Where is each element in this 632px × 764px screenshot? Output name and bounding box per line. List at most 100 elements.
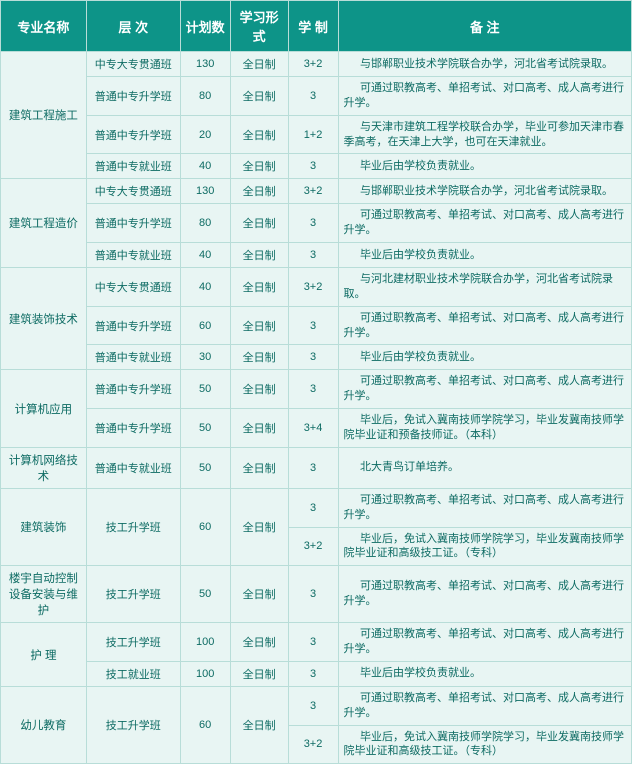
cell: 普通中专升学班 bbox=[86, 370, 180, 409]
table-row: 普通中专升学班50全日制3+4毕业后，免试入冀南技师学院学习，毕业发冀南技师学院… bbox=[1, 409, 632, 448]
cell: 中专大专贯通班 bbox=[86, 179, 180, 204]
cell: 毕业后由学校负责就业。 bbox=[338, 661, 632, 686]
cell: 可通过职教高考、单招考试、对口高考、成人高考进行升学。 bbox=[338, 566, 632, 623]
cell: 全日制 bbox=[230, 447, 288, 488]
cell: 3 bbox=[288, 447, 338, 488]
cell: 普通中专升学班 bbox=[86, 409, 180, 448]
cell: 3 bbox=[288, 686, 338, 725]
cell: 50 bbox=[180, 370, 230, 409]
table-row: 建筑工程造价中专大专贯通班130全日制3+2与邯郸职业技术学院联合办学，河北省考… bbox=[1, 179, 632, 204]
cell: 3+2 bbox=[288, 52, 338, 77]
cell: 中专大专贯通班 bbox=[86, 52, 180, 77]
table-row: 计算机网络技术普通中专就业班50全日制3北大青鸟订单培养。 bbox=[1, 447, 632, 488]
cell: 全日制 bbox=[230, 306, 288, 345]
cell: 3 bbox=[288, 154, 338, 179]
cell: 毕业后由学校负责就业。 bbox=[338, 154, 632, 179]
table-row: 幼儿教育技工升学班60全日制3可通过职教高考、单招考试、对口高考、成人高考进行升… bbox=[1, 686, 632, 725]
cell: 全日制 bbox=[230, 243, 288, 268]
cell: 建筑装饰技术 bbox=[1, 268, 87, 370]
cell: 全日制 bbox=[230, 661, 288, 686]
cell: 全日制 bbox=[230, 268, 288, 307]
table-row: 技工就业班100全日制3毕业后由学校负责就业。 bbox=[1, 661, 632, 686]
cell: 20 bbox=[180, 115, 230, 154]
cell: 全日制 bbox=[230, 52, 288, 77]
cell: 毕业后，免试入冀南技师学院学习，毕业发冀南技师学院毕业证和高级技工证。（专科） bbox=[338, 527, 632, 566]
cell: 幼儿教育 bbox=[1, 686, 87, 763]
cell: 普通中专就业班 bbox=[86, 243, 180, 268]
cell: 技工升学班 bbox=[86, 566, 180, 623]
col-level: 层 次 bbox=[86, 1, 180, 52]
cell: 可通过职教高考、单招考试、对口高考、成人高考进行升学。 bbox=[338, 204, 632, 243]
col-form: 学习形式 bbox=[230, 1, 288, 52]
cell: 3+2 bbox=[288, 725, 338, 764]
cell: 全日制 bbox=[230, 566, 288, 623]
cell: 与邯郸职业技术学院联合办学，河北省考试院录取。 bbox=[338, 52, 632, 77]
cell: 计算机网络技术 bbox=[1, 447, 87, 488]
enrollment-table: 专业名称 层 次 计划数 学习形式 学 制 备 注 建筑工程施工中专大专贯通班1… bbox=[0, 0, 632, 764]
table-row: 普通中专升学班80全日制3可通过职教高考、单招考试、对口高考、成人高考进行升学。 bbox=[1, 77, 632, 116]
cell: 可通过职教高考、单招考试、对口高考、成人高考进行升学。 bbox=[338, 306, 632, 345]
cell: 3 bbox=[288, 345, 338, 370]
cell: 技工升学班 bbox=[86, 686, 180, 763]
cell: 1+2 bbox=[288, 115, 338, 154]
table-row: 计算机应用普通中专升学班50全日制3可通过职教高考、单招考试、对口高考、成人高考… bbox=[1, 370, 632, 409]
cell: 60 bbox=[180, 488, 230, 565]
cell: 全日制 bbox=[230, 179, 288, 204]
cell: 3+2 bbox=[288, 527, 338, 566]
cell: 全日制 bbox=[230, 488, 288, 565]
cell: 普通中专就业班 bbox=[86, 447, 180, 488]
cell: 3 bbox=[288, 243, 338, 268]
cell: 3 bbox=[288, 204, 338, 243]
cell: 50 bbox=[180, 566, 230, 623]
cell: 130 bbox=[180, 179, 230, 204]
cell: 60 bbox=[180, 306, 230, 345]
cell: 普通中专升学班 bbox=[86, 204, 180, 243]
cell: 全日制 bbox=[230, 77, 288, 116]
cell: 普通中专就业班 bbox=[86, 345, 180, 370]
cell: 楼宇自动控制设备安装与维护 bbox=[1, 566, 87, 623]
cell: 毕业后由学校负责就业。 bbox=[338, 243, 632, 268]
col-major: 专业名称 bbox=[1, 1, 87, 52]
table-row: 建筑装饰技术中专大专贯通班40全日制3+2与河北建材职业技术学院联合办学，河北省… bbox=[1, 268, 632, 307]
cell: 与河北建材职业技术学院联合办学，河北省考试院录取。 bbox=[338, 268, 632, 307]
cell: 毕业后，免试入冀南技师学院学习，毕业发冀南技师学院毕业证和预备技师证。（本科） bbox=[338, 409, 632, 448]
cell: 30 bbox=[180, 345, 230, 370]
cell: 建筑工程造价 bbox=[1, 179, 87, 268]
cell: 建筑工程施工 bbox=[1, 52, 87, 179]
cell: 全日制 bbox=[230, 686, 288, 763]
cell: 北大青鸟订单培养。 bbox=[338, 447, 632, 488]
cell: 可通过职教高考、单招考试、对口高考、成人高考进行升学。 bbox=[338, 370, 632, 409]
table-row: 楼宇自动控制设备安装与维护技工升学班50全日制3可通过职教高考、单招考试、对口高… bbox=[1, 566, 632, 623]
cell: 与邯郸职业技术学院联合办学，河北省考试院录取。 bbox=[338, 179, 632, 204]
table-row: 建筑装饰技工升学班60全日制3可通过职教高考、单招考试、对口高考、成人高考进行升… bbox=[1, 488, 632, 527]
cell: 普通中专升学班 bbox=[86, 115, 180, 154]
cell: 40 bbox=[180, 268, 230, 307]
cell: 50 bbox=[180, 409, 230, 448]
table-row: 普通中专就业班40全日制3毕业后由学校负责就业。 bbox=[1, 154, 632, 179]
cell: 可通过职教高考、单招考试、对口高考、成人高考进行升学。 bbox=[338, 488, 632, 527]
cell: 80 bbox=[180, 77, 230, 116]
cell: 3 bbox=[288, 661, 338, 686]
cell: 50 bbox=[180, 447, 230, 488]
cell: 100 bbox=[180, 661, 230, 686]
col-plan: 计划数 bbox=[180, 1, 230, 52]
table-row: 普通中专就业班40全日制3毕业后由学校负责就业。 bbox=[1, 243, 632, 268]
cell: 全日制 bbox=[230, 204, 288, 243]
cell: 全日制 bbox=[230, 370, 288, 409]
header-row: 专业名称 层 次 计划数 学习形式 学 制 备 注 bbox=[1, 1, 632, 52]
table-row: 普通中专升学班20全日制1+2与天津市建筑工程学校联合办学，毕业可参加天津市春季… bbox=[1, 115, 632, 154]
cell: 3 bbox=[288, 370, 338, 409]
table-row: 建筑工程施工中专大专贯通班130全日制3+2与邯郸职业技术学院联合办学，河北省考… bbox=[1, 52, 632, 77]
cell: 3 bbox=[288, 488, 338, 527]
cell: 3 bbox=[288, 306, 338, 345]
cell: 全日制 bbox=[230, 409, 288, 448]
cell: 60 bbox=[180, 686, 230, 763]
cell: 全日制 bbox=[230, 345, 288, 370]
cell: 普通中专升学班 bbox=[86, 306, 180, 345]
col-system: 学 制 bbox=[288, 1, 338, 52]
table-row: 普通中专就业班30全日制3毕业后由学校负责就业。 bbox=[1, 345, 632, 370]
cell: 3+2 bbox=[288, 268, 338, 307]
cell: 40 bbox=[180, 243, 230, 268]
cell: 可通过职教高考、单招考试、对口高考、成人高考进行升学。 bbox=[338, 77, 632, 116]
cell: 130 bbox=[180, 52, 230, 77]
